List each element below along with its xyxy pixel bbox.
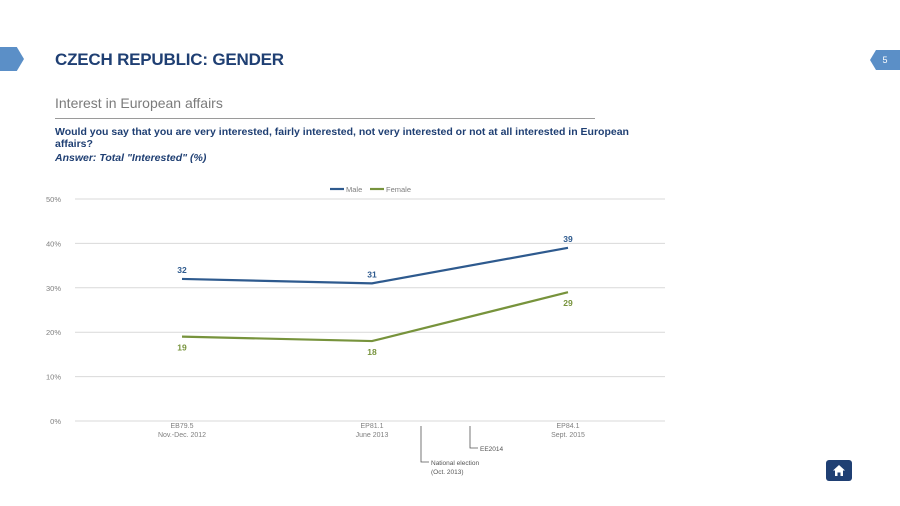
y-tick-label: 20% [46,328,61,337]
x-tick-label: June 2013 [356,432,389,439]
page-title: CZECH REPUBLIC: GENDER [55,50,284,69]
series-line-female [181,291,569,343]
survey-question: Would you say that you are very interest… [55,126,629,150]
data-label: 31 [367,269,377,279]
y-tick-label: 10% [46,373,61,382]
annotation-label: EE2014 [480,446,504,453]
data-label: 32 [177,265,187,275]
x-tick-label: EP84.1 [557,423,580,430]
series-line-male [181,246,569,285]
legend-label: Female [386,185,411,194]
y-tick-label: 50% [46,195,61,204]
annotation-marker [469,426,478,449]
divider [55,118,595,119]
annotation-label: National election [431,460,479,467]
y-tick-label: 40% [46,239,61,248]
data-label: 19 [177,343,187,353]
survey-answer: Answer: Total "Interested" (%) [55,152,207,164]
data-label: 18 [367,347,377,357]
section-subtitle: Interest in European affairs [55,95,223,111]
data-label: 39 [563,234,573,244]
y-tick-label: 0% [50,417,61,426]
x-tick-label: Nov.-Dec. 2012 [158,432,206,439]
page-number-badge: 5 [870,50,900,70]
legend-label: Male [346,185,362,194]
home-button[interactable] [826,460,852,481]
data-label: 29 [563,298,573,308]
y-tick-label: 30% [46,284,61,293]
annotation-marker [420,426,429,463]
x-tick-label: Sept. 2015 [551,432,585,439]
x-tick-label: EP81.1 [361,423,384,430]
annotation-label: (Oct. 2013) [431,469,464,476]
x-tick-label: EB79.5 [171,423,194,430]
home-icon [833,465,845,476]
